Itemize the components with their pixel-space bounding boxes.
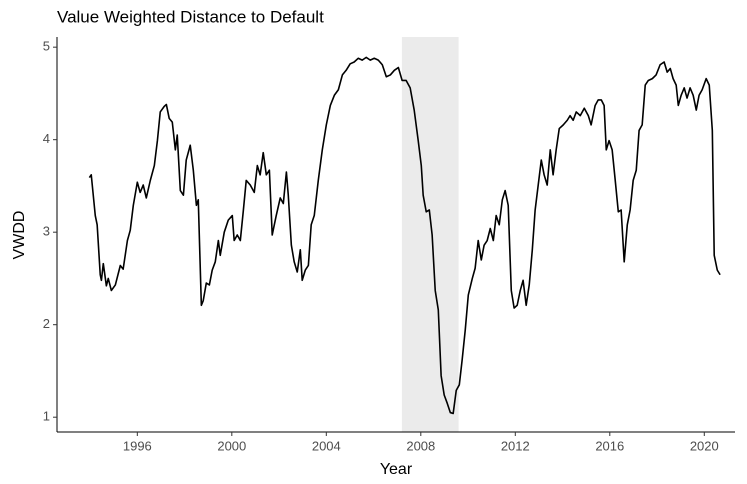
y-tick-label: 3: [43, 224, 50, 239]
y-tick-label: 2: [43, 316, 50, 331]
shaded-region: [401, 37, 459, 432]
x-tick-label: 2000: [217, 438, 246, 453]
y-tick-label: 5: [43, 39, 50, 54]
x-tick-label: 1996: [123, 438, 152, 453]
series-line: [88, 56, 721, 415]
x-tick-label: 2016: [595, 438, 624, 453]
chart-title: Value Weighted Distance to Default: [57, 7, 324, 26]
y-axis-label: VWDD: [11, 211, 28, 260]
x-tick-label: 2008: [406, 438, 435, 453]
y-tick-label: 4: [43, 131, 50, 146]
x-tick-label: 2012: [501, 438, 530, 453]
x-tick-label: 2004: [312, 438, 341, 453]
x-axis-label: Year: [380, 461, 413, 478]
y-tick-label: 1: [43, 409, 50, 424]
x-tick-label: 2020: [690, 438, 719, 453]
